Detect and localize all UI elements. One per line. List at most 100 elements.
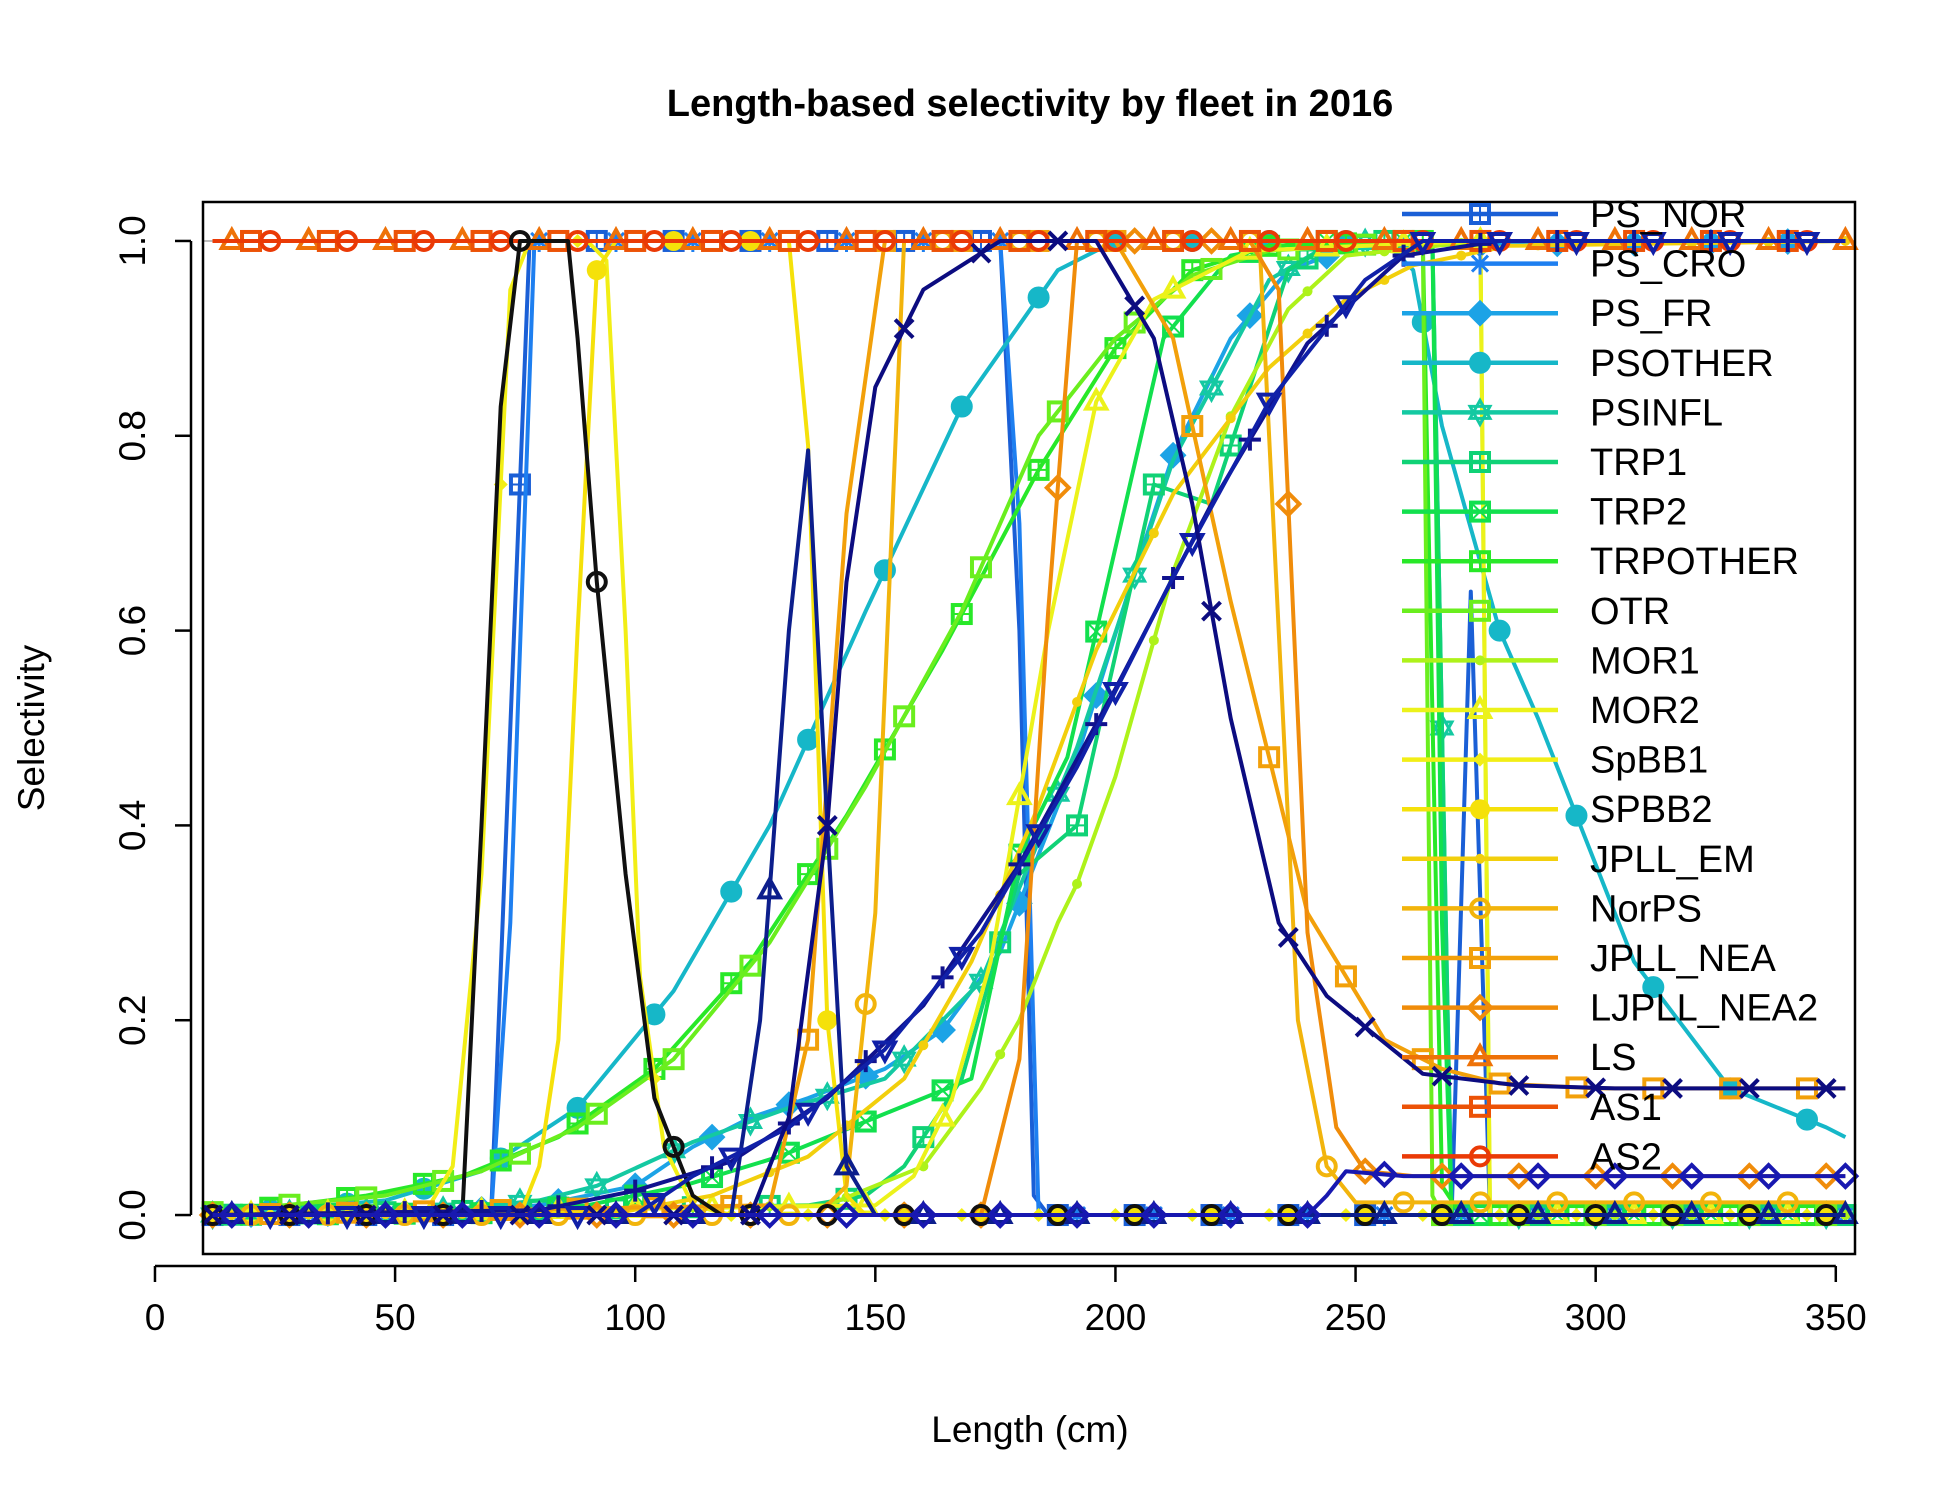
legend-label: JPLL_NEA <box>1590 938 1777 980</box>
series-marker <box>832 1201 861 1229</box>
x-tick-label: 150 <box>844 1297 906 1338</box>
series-marker <box>755 1201 784 1229</box>
series-marker <box>1456 250 1467 261</box>
series-marker <box>1200 257 1223 280</box>
series-line <box>212 239 1846 1217</box>
series-marker <box>1104 229 1127 252</box>
series-marker <box>448 225 476 250</box>
series-marker <box>1508 1075 1530 1096</box>
series-marker <box>582 1201 611 1229</box>
legend-item: MOR1 <box>1402 640 1700 682</box>
series-marker <box>1258 746 1281 769</box>
series-marker <box>1120 227 1149 255</box>
legend-label: PS_FR <box>1590 293 1712 335</box>
y-tick-label: 0.4 <box>112 800 153 851</box>
legend-label: MOR2 <box>1590 690 1700 732</box>
series-marker <box>1678 1199 1706 1225</box>
series-marker <box>1585 1077 1607 1099</box>
series-marker <box>1334 965 1357 988</box>
y-tick-label: 0.0 <box>112 1189 153 1240</box>
series-marker <box>1082 386 1110 411</box>
series-marker <box>1216 1201 1245 1229</box>
legend-label: AS1 <box>1590 1087 1662 1129</box>
series-marker <box>1302 286 1313 297</box>
series-marker <box>294 1201 323 1229</box>
legend-label: JPLL_EM <box>1590 839 1755 881</box>
series-marker <box>1140 1201 1168 1229</box>
legend-item: PS_NOR <box>1402 194 1746 236</box>
x-tick-label: 350 <box>1805 1297 1867 1338</box>
series-marker <box>1178 532 1206 558</box>
series-marker <box>1066 814 1089 837</box>
series-marker <box>410 1206 438 1231</box>
series-marker <box>1658 1162 1687 1190</box>
legend-item: TRP1 <box>1402 442 1687 484</box>
series-marker <box>1217 225 1245 250</box>
legend-marker <box>1469 1095 1491 1118</box>
axes: 0 50 100 150 200 250 300 350 0.0 0.2 0.4 0.6 0.8 1.0 <box>112 215 1867 1338</box>
series-marker <box>854 992 877 1015</box>
legend-label: TRPOTHER <box>1590 541 1799 583</box>
series-marker <box>585 570 608 593</box>
legend-marker <box>1469 947 1491 969</box>
series-marker <box>986 1201 1015 1229</box>
series-marker <box>564 1206 591 1231</box>
series-marker <box>797 728 820 751</box>
series-marker <box>1431 1065 1453 1087</box>
plot-frame <box>201 200 1857 1256</box>
x-tick-label: 250 <box>1325 1297 1387 1338</box>
series-marker <box>893 705 916 728</box>
series-marker <box>893 318 915 340</box>
legend-marker <box>1469 500 1491 523</box>
series-marker <box>1678 225 1706 250</box>
series-marker <box>1124 295 1146 317</box>
legend-marker <box>1469 599 1491 622</box>
series-marker <box>1102 681 1129 707</box>
series-marker <box>1148 635 1159 646</box>
legend-item: TRP2 <box>1402 492 1687 534</box>
series-marker <box>1795 1108 1818 1131</box>
legend-label: NorPS <box>1590 888 1702 930</box>
series-marker <box>584 1170 610 1201</box>
legend-label: SPBB2 <box>1590 789 1713 831</box>
series-marker <box>720 229 743 252</box>
series-marker <box>1447 1162 1476 1190</box>
series-marker <box>1351 1157 1379 1186</box>
series-marker <box>412 229 435 252</box>
series-marker <box>659 1201 688 1229</box>
series-marker <box>1735 1162 1764 1190</box>
legend-label: TRP2 <box>1590 492 1687 534</box>
series-marker <box>948 946 976 972</box>
series-marker <box>1043 473 1072 502</box>
series-marker <box>1716 231 1744 257</box>
legend-marker <box>1473 752 1487 767</box>
series-marker <box>1046 400 1069 423</box>
series-marker <box>1662 1077 1683 1099</box>
legend-marker <box>1469 451 1491 473</box>
legend-marker <box>1466 694 1494 719</box>
series-marker <box>950 229 973 252</box>
series-marker <box>1488 619 1511 642</box>
legend-label: PS_NOR <box>1590 194 1746 236</box>
series-marker <box>1063 225 1091 250</box>
series-marker <box>1181 229 1204 252</box>
series-marker <box>1140 225 1168 250</box>
legend-label: PSINFL <box>1590 392 1723 434</box>
series-marker <box>833 1151 860 1176</box>
legend-label: LS <box>1590 1037 1636 1079</box>
series-marker <box>720 880 743 903</box>
series-marker <box>470 1200 493 1223</box>
legend-item: NorPS <box>1402 888 1702 930</box>
series-marker <box>1505 1162 1533 1190</box>
series-marker <box>679 1201 707 1229</box>
series-marker <box>1332 295 1360 320</box>
series-marker <box>1815 1077 1837 1099</box>
series-marker <box>602 225 630 250</box>
series-lines <box>198 225 1860 1231</box>
series-marker <box>679 225 707 250</box>
series-marker <box>1072 697 1083 708</box>
series-line <box>212 1169 1846 1217</box>
series-marker <box>1274 490 1303 518</box>
series-marker <box>1755 225 1782 250</box>
legend-label: TRP1 <box>1590 442 1687 484</box>
